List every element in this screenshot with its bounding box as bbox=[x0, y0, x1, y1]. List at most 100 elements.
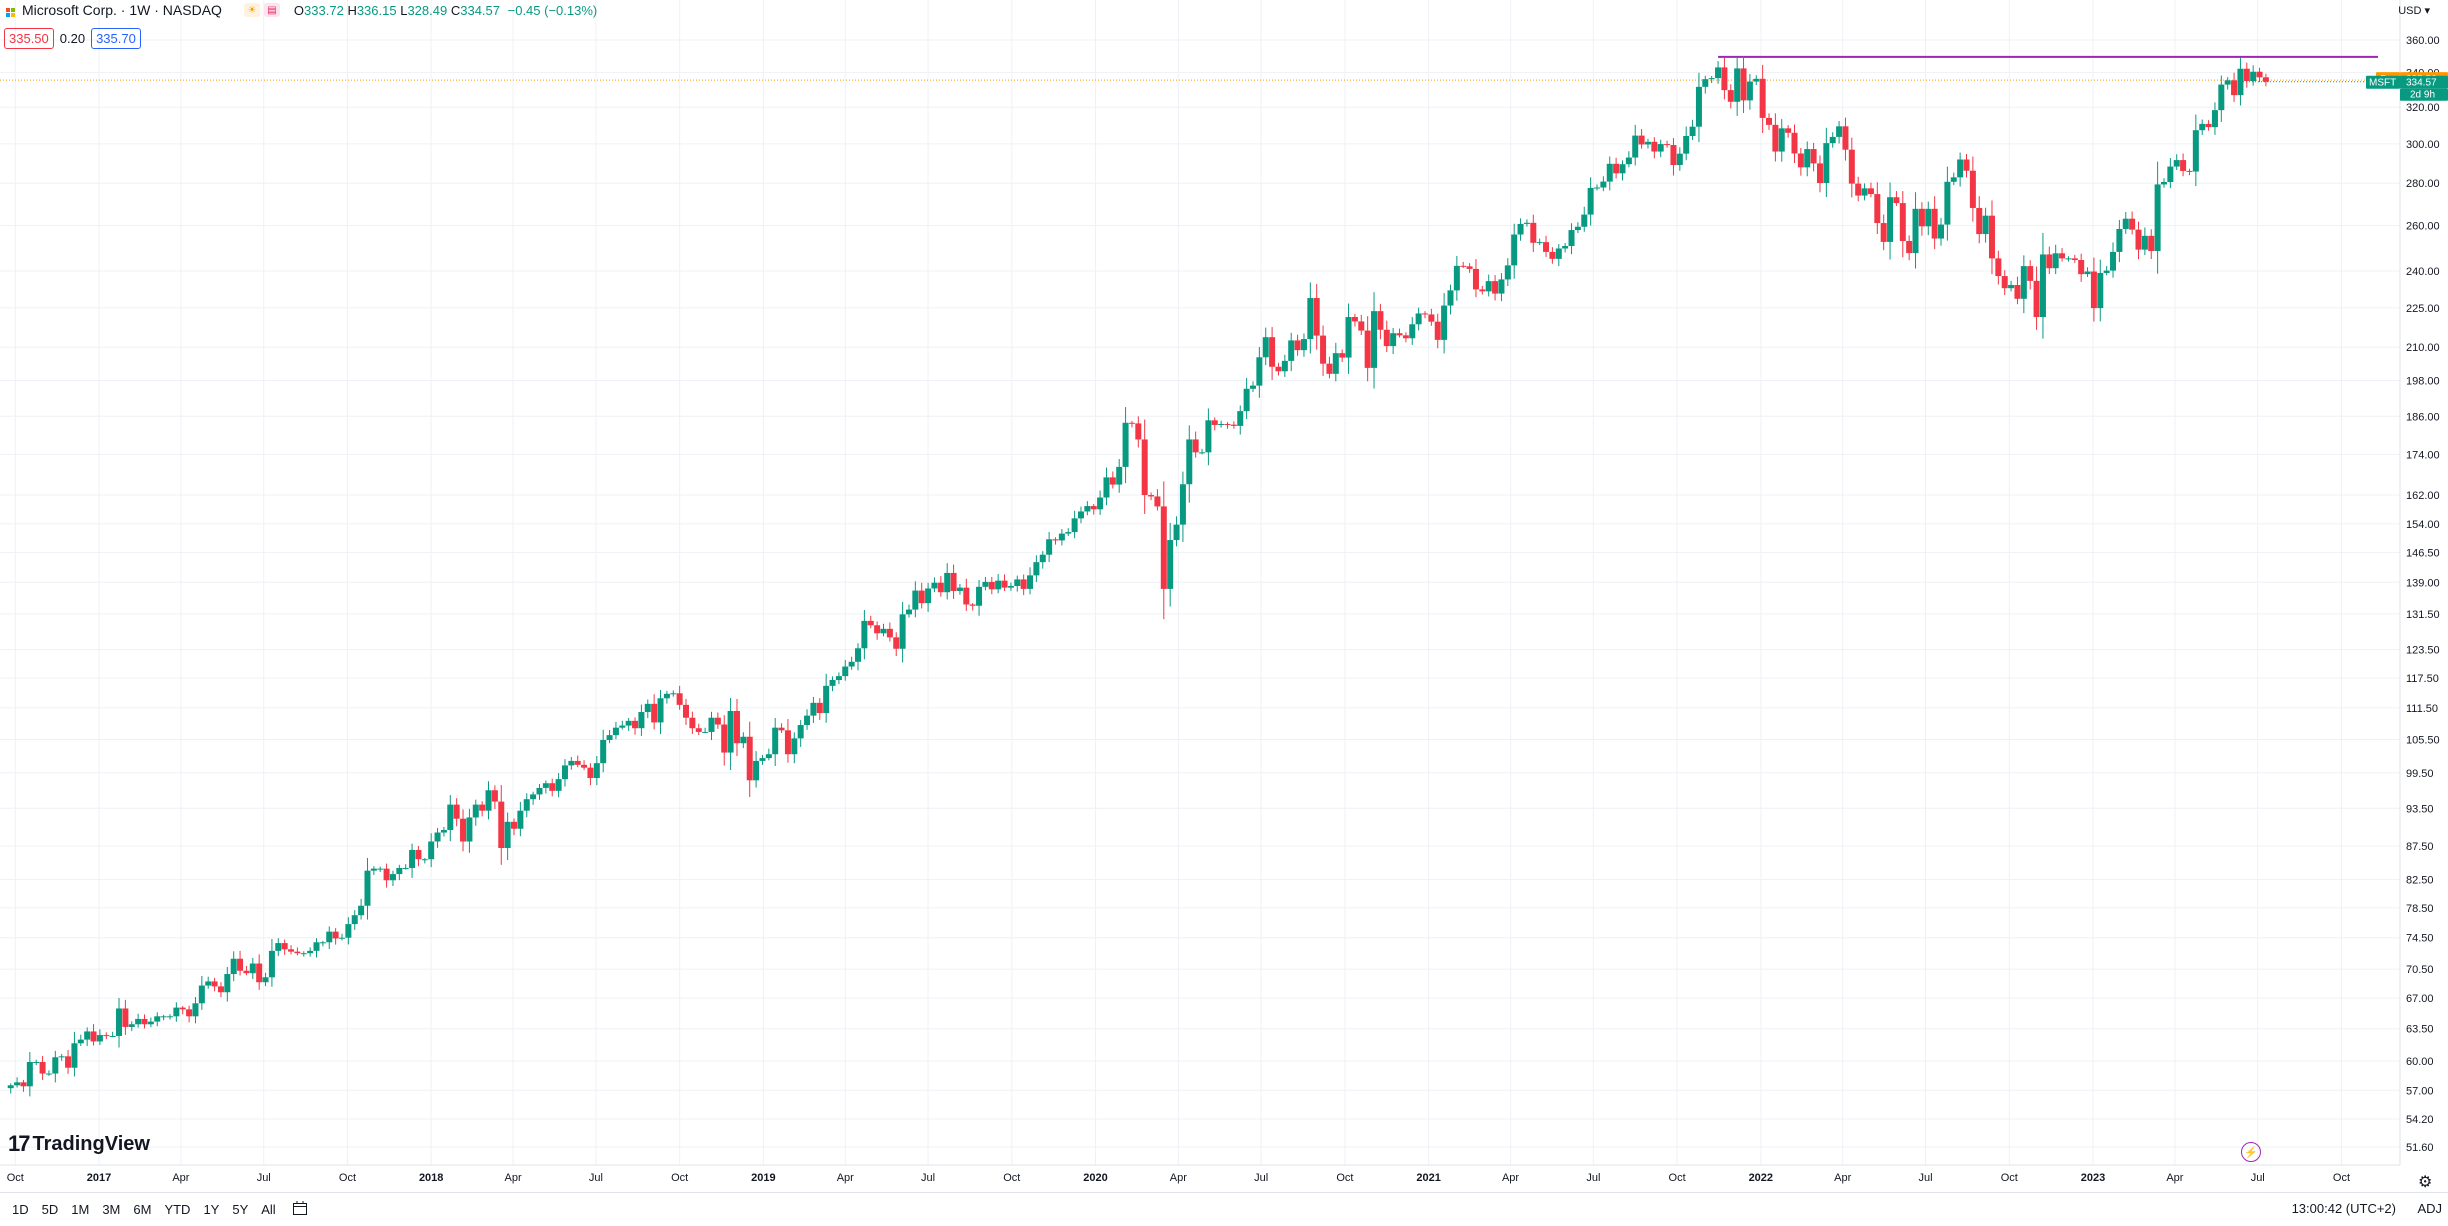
candle[interactable] bbox=[1027, 567, 1034, 595]
candle[interactable] bbox=[1479, 285, 1486, 295]
candle[interactable] bbox=[1676, 147, 1683, 171]
candle[interactable] bbox=[1944, 166, 1951, 241]
candle[interactable] bbox=[453, 798, 460, 827]
candle[interactable] bbox=[1842, 117, 1849, 161]
candle[interactable] bbox=[555, 773, 562, 798]
candle[interactable] bbox=[1001, 574, 1008, 591]
candle[interactable] bbox=[243, 965, 250, 976]
candle[interactable] bbox=[625, 717, 632, 731]
candle[interactable] bbox=[1396, 328, 1403, 338]
candle[interactable] bbox=[2180, 153, 2187, 177]
ask-button[interactable]: 335.70 bbox=[91, 28, 141, 49]
candle[interactable] bbox=[2135, 221, 2142, 260]
candle[interactable] bbox=[307, 947, 314, 957]
candle[interactable] bbox=[224, 966, 231, 1002]
candle[interactable] bbox=[351, 910, 358, 930]
candle[interactable] bbox=[2250, 65, 2257, 86]
candle[interactable] bbox=[1014, 575, 1021, 592]
candle[interactable] bbox=[1402, 332, 1409, 343]
candle[interactable] bbox=[154, 1012, 161, 1027]
candle[interactable] bbox=[1950, 172, 1957, 186]
candle[interactable] bbox=[1517, 218, 1524, 241]
tradingview-logo[interactable]: 17 TradingView bbox=[8, 1131, 150, 1156]
candle[interactable] bbox=[1969, 156, 1976, 222]
candle[interactable] bbox=[689, 711, 696, 734]
candle[interactable] bbox=[893, 632, 900, 657]
candle[interactable] bbox=[1530, 214, 1537, 253]
candle[interactable] bbox=[1052, 537, 1059, 545]
candle[interactable] bbox=[2065, 256, 2072, 262]
candle[interactable] bbox=[198, 975, 205, 1010]
candle[interactable] bbox=[1708, 75, 1715, 84]
candle[interactable] bbox=[1759, 64, 1766, 134]
range-button-5d[interactable]: 5D bbox=[41, 1202, 59, 1217]
range-button-1y[interactable]: 1Y bbox=[203, 1202, 220, 1217]
candle[interactable] bbox=[1390, 328, 1397, 355]
candle[interactable] bbox=[332, 928, 339, 945]
candle[interactable] bbox=[1211, 417, 1218, 431]
candle[interactable] bbox=[2262, 73, 2269, 87]
price-axis[interactable]: 360.00340.00320.00300.00280.00260.00240.… bbox=[2406, 35, 2440, 1154]
candle[interactable] bbox=[2078, 253, 2085, 282]
candle[interactable] bbox=[765, 748, 772, 761]
candle[interactable] bbox=[1332, 342, 1339, 382]
candle[interactable] bbox=[1562, 242, 1569, 253]
candle[interactable] bbox=[1179, 471, 1186, 542]
candle[interactable] bbox=[230, 951, 237, 982]
candle[interactable] bbox=[415, 845, 422, 867]
candle[interactable] bbox=[1918, 202, 1925, 236]
candle[interactable] bbox=[1874, 182, 1881, 234]
candle[interactable] bbox=[1084, 501, 1091, 516]
candle[interactable] bbox=[504, 812, 511, 860]
candle[interactable] bbox=[1957, 152, 1964, 187]
candle[interactable] bbox=[256, 954, 263, 990]
candle[interactable] bbox=[523, 793, 530, 818]
candle[interactable] bbox=[517, 801, 524, 837]
candle[interactable] bbox=[2052, 244, 2059, 275]
candle[interactable] bbox=[249, 958, 256, 980]
candle[interactable] bbox=[1823, 127, 1830, 198]
candle[interactable] bbox=[676, 685, 683, 710]
candle[interactable] bbox=[644, 699, 651, 719]
candle[interactable] bbox=[2231, 72, 2238, 102]
candle[interactable] bbox=[1351, 313, 1358, 327]
candle[interactable] bbox=[58, 1053, 65, 1061]
candle[interactable] bbox=[1262, 327, 1269, 366]
settings-gear-icon[interactable]: ⚙ bbox=[2418, 1174, 2433, 1191]
candle[interactable] bbox=[498, 785, 505, 865]
candle[interactable] bbox=[1906, 235, 1913, 261]
candle[interactable] bbox=[211, 977, 218, 992]
candle[interactable] bbox=[135, 1013, 142, 1028]
candle[interactable] bbox=[2071, 254, 2078, 263]
candle[interactable] bbox=[383, 863, 390, 888]
candle[interactable] bbox=[593, 755, 600, 786]
candle[interactable] bbox=[937, 576, 944, 597]
candle[interactable] bbox=[326, 926, 333, 950]
candle[interactable] bbox=[1046, 531, 1053, 563]
candle[interactable] bbox=[2148, 229, 2155, 259]
candle[interactable] bbox=[1077, 506, 1084, 524]
candle[interactable] bbox=[2090, 257, 2097, 322]
candle[interactable] bbox=[84, 1027, 91, 1046]
candle[interactable] bbox=[2192, 114, 2199, 187]
candle[interactable] bbox=[262, 972, 269, 987]
candle[interactable] bbox=[1587, 177, 1594, 226]
candle[interactable] bbox=[880, 623, 887, 637]
candle[interactable] bbox=[1638, 129, 1645, 149]
candle[interactable] bbox=[319, 940, 326, 947]
candle[interactable] bbox=[988, 576, 995, 595]
candle[interactable] bbox=[1154, 489, 1161, 511]
candle[interactable] bbox=[1995, 250, 2002, 285]
candle[interactable] bbox=[1358, 314, 1365, 336]
candle[interactable] bbox=[1791, 124, 1798, 164]
currency-selector[interactable]: USD ▾ bbox=[2398, 5, 2430, 17]
candle[interactable] bbox=[434, 828, 441, 848]
candle[interactable] bbox=[1766, 113, 1773, 130]
candle[interactable] bbox=[1288, 332, 1295, 372]
candle[interactable] bbox=[772, 718, 779, 767]
candle[interactable] bbox=[1976, 196, 1983, 244]
candle[interactable] bbox=[963, 578, 970, 611]
candle[interactable] bbox=[1186, 425, 1193, 503]
candle[interactable] bbox=[695, 723, 702, 736]
candle[interactable] bbox=[600, 729, 607, 773]
